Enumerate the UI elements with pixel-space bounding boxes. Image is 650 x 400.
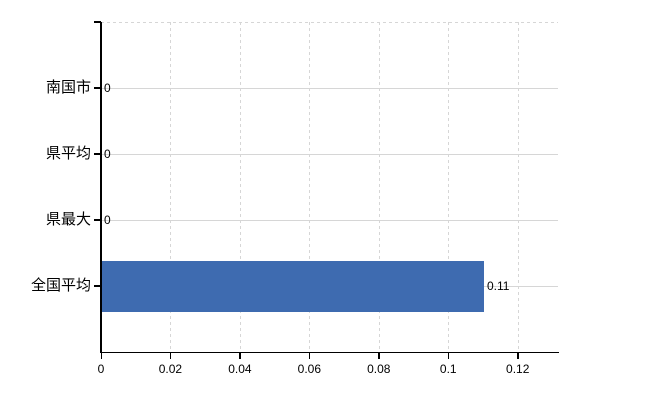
- x-axis-tick: [517, 353, 519, 359]
- x-gridline: [448, 22, 450, 352]
- x-axis-tick: [378, 353, 380, 359]
- x-gridline: [517, 22, 519, 352]
- y-axis: [100, 21, 102, 353]
- category-label: 全国平均: [30, 277, 91, 294]
- value-label: 0: [104, 81, 111, 95]
- category-label: 県平均: [45, 145, 91, 162]
- x-axis-tick: [447, 353, 450, 359]
- y-axis-tick: [94, 219, 101, 221]
- x-tick-label: 0.06: [297, 362, 322, 376]
- x-axis-tick: [169, 353, 172, 359]
- y-gridline: [101, 153, 558, 155]
- x-axis: [100, 351, 559, 353]
- value-label: 0: [104, 213, 111, 227]
- bar: [102, 260, 484, 312]
- category-label: 県最大: [45, 211, 91, 228]
- x-gridline: [378, 22, 380, 352]
- y-axis-tick: [94, 153, 101, 155]
- y-gridline: [101, 219, 558, 221]
- x-gridline: [239, 22, 241, 352]
- x-tick-label: 0.08: [367, 362, 391, 376]
- x-tick-label: 0: [97, 362, 105, 376]
- x-axis-tick: [100, 353, 102, 359]
- y-axis-tick: [94, 285, 101, 287]
- x-axis-tick: [308, 353, 311, 359]
- value-label: 0: [104, 147, 111, 161]
- x-tick-label: 0.1: [439, 362, 457, 376]
- y-axis-tick: [94, 21, 101, 23]
- x-tick-label: 0.04: [228, 362, 252, 376]
- category-label: 南国市: [45, 79, 91, 96]
- x-gridline: [170, 22, 172, 352]
- plot-top-border: [101, 22, 558, 23]
- y-axis-tick: [94, 87, 101, 89]
- value-label: 0.11: [486, 279, 510, 293]
- y-gridline: [101, 87, 558, 89]
- x-tick-label: 0.12: [506, 362, 530, 376]
- x-gridline: [309, 22, 311, 352]
- x-tick-label: 0.02: [158, 362, 183, 376]
- x-axis-tick: [239, 353, 241, 359]
